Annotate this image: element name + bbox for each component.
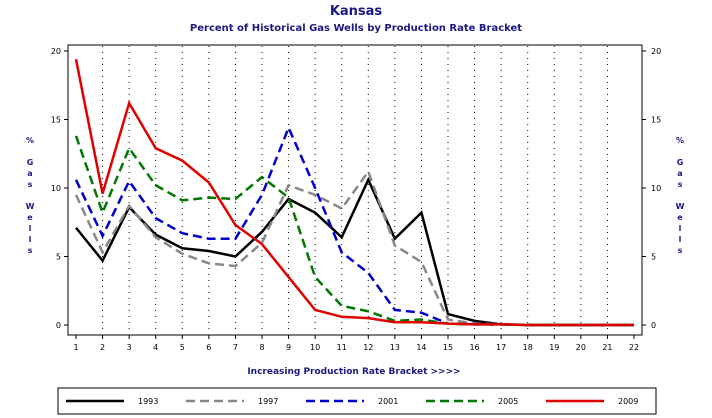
x-tick-label: 3 — [127, 343, 132, 352]
y-axis-label-glyph: s — [28, 180, 33, 189]
x-tick-label: 10 — [310, 343, 320, 352]
x-tick-label: 13 — [390, 343, 400, 352]
x-tick-label: 2 — [100, 343, 105, 352]
y-axis-left: 0 5 10 15 20 — [51, 47, 68, 330]
legend-label-1993: 1993 — [138, 397, 158, 406]
x-tick-label: 6 — [206, 343, 211, 352]
y-axis-label-glyph: G — [677, 158, 684, 167]
y-tick-label: 5 — [56, 253, 61, 262]
y-axis-label-glyph: l — [679, 224, 682, 233]
y-axis-label-glyph: W — [26, 202, 35, 211]
series-line-1997 — [74, 168, 634, 327]
x-axis-label: Increasing Production Rate Bracket >>>> — [247, 367, 460, 377]
x-axis: 1 2 3 4 5 6 7 8 9 10 11 12 13 14 15 16 17 18 19 20 21 22 — [73, 335, 639, 352]
x-tick-label: 12 — [363, 343, 373, 352]
y-axis-label-glyph: e — [27, 213, 33, 222]
plot-frame — [67, 44, 643, 336]
chart-title: Kansas — [330, 4, 383, 19]
series-line-2001 — [74, 124, 634, 327]
y-tick-label-right: 5 — [651, 253, 656, 262]
x-tick-label: 21 — [602, 343, 612, 352]
x-tick-label: 9 — [286, 343, 291, 352]
series-line-2009 — [74, 58, 634, 327]
x-tick-label: 16 — [469, 343, 479, 352]
y-axis-label-glyph: s — [678, 246, 683, 255]
y-tick-label: 15 — [51, 116, 61, 125]
chart-subtitle: Percent of Historical Gas Wells by Produ… — [190, 23, 522, 34]
x-tick-label: 11 — [337, 343, 347, 352]
legend-label-2009: 2009 — [618, 397, 638, 406]
x-tick-label: 15 — [443, 343, 453, 352]
series-line-2005 — [74, 135, 634, 327]
y-axis-label-glyph: a — [27, 169, 32, 178]
x-tick-label: 14 — [416, 343, 426, 352]
series-group — [74, 58, 634, 327]
y-axis-label-glyph: l — [29, 224, 32, 233]
y-tick-label-right: 10 — [651, 184, 661, 193]
series-line-1993 — [75, 176, 634, 327]
x-tick-label: 4 — [153, 343, 158, 352]
y-tick-label-right: 15 — [651, 116, 661, 125]
x-tick-label: 8 — [259, 343, 264, 352]
x-tick-label: 5 — [180, 343, 185, 352]
y-tick-label-right: 20 — [651, 47, 661, 56]
y-axis-label-glyph: G — [27, 158, 34, 167]
legend: 1993 1997 2001 2005 2009 — [66, 397, 638, 406]
y-axis-label-glyph: a — [677, 169, 682, 178]
y-axis-label-glyph: s — [678, 180, 683, 189]
y-axis-label-glyph: % — [26, 136, 34, 145]
y-axis-label-glyph: s — [28, 246, 33, 255]
y-axis-label-glyph: % — [676, 136, 684, 145]
legend-label-2001: 2001 — [378, 397, 398, 406]
legend-label-1997: 1997 — [258, 397, 278, 406]
y-axis-label-glyph: l — [29, 235, 32, 244]
legend-label-2005: 2005 — [498, 397, 518, 406]
x-tick-label: 18 — [523, 343, 533, 352]
y-tick-label-right: 0 — [651, 321, 656, 330]
y-axis-label-glyph: l — [679, 235, 682, 244]
legend-frame — [57, 387, 657, 415]
grid — [102, 46, 608, 334]
x-tick-label: 22 — [629, 343, 639, 352]
y-axis-label-glyph: e — [677, 213, 683, 222]
y-tick-label: 0 — [56, 321, 61, 330]
y-axis-label-glyph: W — [676, 202, 685, 211]
y-tick-label: 20 — [51, 47, 61, 56]
x-tick-label: 1 — [73, 343, 78, 352]
x-tick-label: 19 — [549, 343, 559, 352]
y-axis-right: 0 5 10 15 20 — [642, 47, 661, 330]
x-tick-label: 20 — [576, 343, 586, 352]
x-tick-label: 17 — [496, 343, 506, 352]
x-tick-label: 7 — [233, 343, 238, 352]
y-tick-label: 10 — [51, 184, 61, 193]
